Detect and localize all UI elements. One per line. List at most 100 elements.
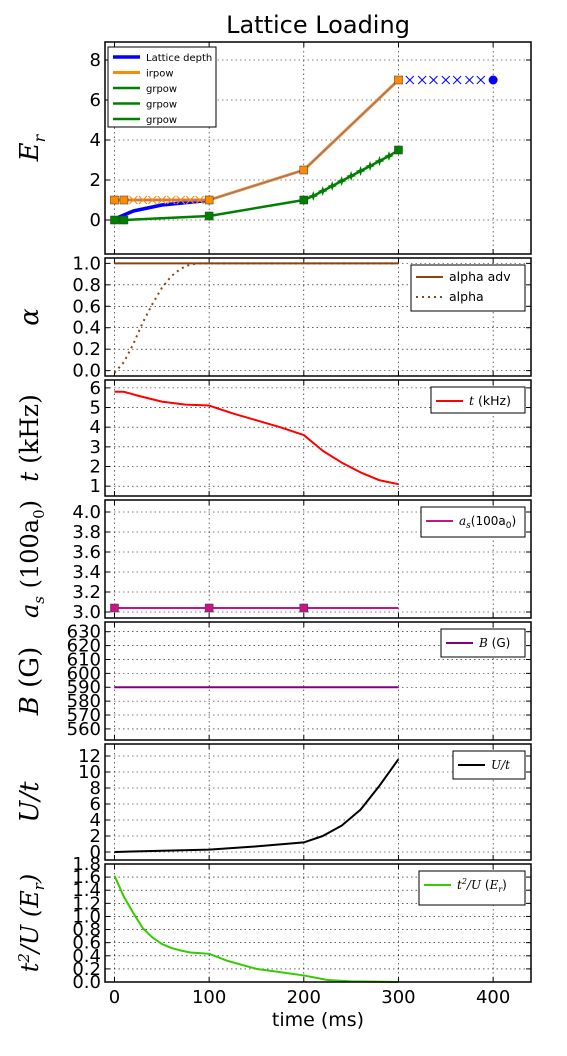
y-axis-label: as (100a0): [16, 500, 48, 618]
legend-label: grpow: [146, 115, 177, 126]
data-point: [327, 181, 338, 191]
y-axis-label-unit: (100a: [16, 519, 44, 596]
data-point: [185, 195, 195, 205]
legend-label: grpow: [146, 100, 177, 111]
y-tick-label: 1: [90, 476, 101, 497]
y-tick-label: 4: [90, 417, 101, 438]
legend-label: t (kHz): [469, 393, 511, 408]
data-point: [405, 75, 415, 85]
y-tick-label: 6: [90, 794, 101, 815]
y-tick-label: 3.0: [72, 602, 101, 623]
data-point: [374, 156, 385, 166]
data-point: [452, 75, 462, 85]
legend: U/t: [452, 750, 526, 780]
y-tick-label: 0: [90, 210, 101, 231]
y-tick-label: 0.0: [72, 972, 101, 993]
data-point: [119, 195, 129, 205]
y-tick-label: 1.0: [72, 906, 101, 927]
data-point: [119, 215, 129, 225]
y-tick-label: 2: [90, 826, 101, 847]
y-tick-label: 2: [90, 457, 101, 478]
y-tick-label: 0.8: [72, 920, 101, 941]
data-point: [317, 186, 328, 196]
y-tick-label: 3.6: [72, 542, 101, 563]
y-tick-label: 0.4: [72, 318, 101, 339]
x-tick-label: 400: [476, 987, 510, 1008]
y-tick-label: 4.0: [72, 502, 101, 523]
y-tick-label: 560: [67, 719, 101, 740]
data-point: [157, 195, 167, 205]
y-tick-label: 4: [90, 810, 101, 831]
data-point: [110, 195, 119, 205]
y-axis-label-unit: (G): [15, 647, 45, 688]
data-point: [147, 195, 157, 205]
data-point: [365, 161, 376, 171]
legend: as(100a0): [420, 506, 526, 538]
legend: alpha adv alpha: [410, 264, 526, 312]
y-tick-label: 3: [90, 437, 101, 458]
y-tick-label: 10: [78, 762, 101, 783]
data-point: [417, 75, 427, 85]
series-line: [113, 262, 399, 374]
data-point: [195, 195, 205, 205]
y-axis-label-sub: r: [30, 133, 49, 142]
y-tick-label: 3.2: [72, 582, 101, 603]
data-point: [110, 603, 119, 613]
data-point: [129, 195, 138, 205]
legend-label: B (G): [478, 636, 510, 650]
x-tick-label: 100: [192, 987, 226, 1008]
series-line: [113, 875, 399, 983]
panel-1: 0.00.20.40.60.81.0 α alpha adv alpha: [15, 253, 532, 382]
y-tick-label: 3.8: [72, 522, 101, 543]
data-point: [441, 75, 451, 85]
data-point: [346, 171, 357, 181]
y-tick-label: 1.8: [72, 854, 101, 875]
data-point: [299, 165, 309, 175]
data-point: [488, 75, 498, 85]
data-point: [110, 215, 119, 225]
series-line: [114, 758, 400, 853]
legend-label: alpha: [449, 289, 484, 304]
x-axis-label: time (ms): [272, 1009, 364, 1031]
panel-0: 0 2 4 6 8 Er Lattice depth irpow grpow grpow grpow: [15, 41, 532, 255]
y-tick-label: 5: [90, 398, 101, 419]
data-point: [204, 195, 214, 205]
y-axis-label: Er: [15, 133, 49, 162]
y-tick-label: 0.8: [72, 275, 101, 296]
y-tick-label: 6: [90, 90, 101, 111]
y-tick-label: 1.0: [72, 253, 101, 274]
y-tick-label: 6: [90, 378, 101, 399]
y-tick-label: 570: [67, 705, 101, 726]
y-axis-label: t2/U (Er): [15, 874, 48, 973]
legend-box: [410, 264, 526, 312]
panel-frame: [104, 743, 532, 861]
data-point: [394, 145, 403, 155]
panel-frame: [104, 621, 532, 741]
y-tick-label: 3.4: [72, 562, 101, 583]
y-axis-label-unit: ): [16, 500, 44, 509]
data-point: [299, 603, 309, 613]
data-point: [465, 75, 474, 85]
legend: t2/U (Er): [418, 870, 526, 906]
data-point: [308, 191, 319, 201]
y-tick-label: 600: [67, 663, 101, 684]
data-point: [299, 195, 309, 205]
y-tick-label: 2: [90, 170, 101, 191]
y-axis-label: B (G): [15, 647, 45, 716]
figure-title: Lattice Loading: [226, 11, 410, 39]
data-point: [429, 75, 438, 85]
y-axis-label-sub: r: [30, 882, 48, 890]
y-tick-label: 0.0: [72, 361, 101, 382]
y-tick-label: 1.2: [72, 893, 101, 914]
data-point: [355, 166, 366, 176]
y-axis-label-sub: s: [30, 596, 48, 604]
panel-frame: [104, 499, 532, 619]
legend: Lattice depth irpow grpow grpow grpow: [107, 46, 217, 128]
y-tick-label: 0.6: [72, 296, 101, 317]
panel-frame: [104, 379, 532, 497]
legend: B (G): [440, 628, 526, 658]
